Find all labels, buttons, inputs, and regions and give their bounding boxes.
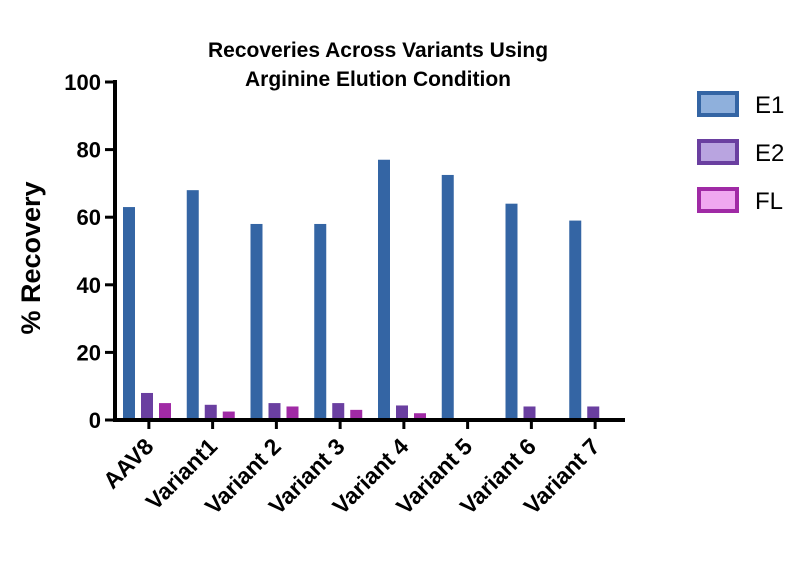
bar-e1 (123, 207, 135, 420)
bar-e2 (332, 403, 345, 420)
legend-label-e2: E2 (755, 140, 784, 167)
bar-e1 (250, 223, 263, 420)
bar-fl (286, 406, 299, 420)
bar-e2 (268, 403, 281, 420)
bar-e2 (396, 405, 408, 420)
bar-e2 (523, 406, 536, 420)
x-tick-label: AAV8 (98, 433, 159, 494)
bar-e1 (378, 159, 390, 421)
bar-fl (414, 413, 426, 420)
y-tick-label: 80 (77, 138, 101, 163)
y-axis-ticks: 0 20 40 60 80 100 (64, 70, 115, 433)
y-tick-label: 60 (77, 205, 101, 230)
y-tick-label: 20 (77, 340, 101, 365)
bar-fl (159, 403, 171, 420)
y-axis-title: % Recovery (16, 181, 46, 334)
bar-e2 (204, 404, 217, 420)
legend-swatch-e2 (697, 139, 739, 165)
bar-e1 (569, 220, 582, 420)
legend-label-fl: FL (755, 188, 783, 215)
bar-e1 (505, 203, 518, 420)
bar-fl (222, 411, 235, 420)
y-tick-label: 40 (77, 273, 101, 298)
bar-e2 (587, 406, 600, 420)
chart-title-line-1: Recoveries Across Variants Using (208, 39, 548, 62)
bar-e1 (441, 174, 454, 420)
y-tick-label: 100 (64, 70, 101, 95)
legend-swatch-e1 (697, 91, 739, 117)
legend-label-e1: E1 (755, 92, 784, 119)
bars-group (123, 159, 600, 421)
legend-swatch-fl (697, 187, 739, 213)
bar-e1 (186, 190, 199, 420)
bar-e2 (141, 392, 153, 420)
legend: E1 E2 FL (697, 91, 784, 215)
y-tick-label: 0 (89, 408, 101, 433)
chart-title-line-2: Arginine Elution Condition (245, 68, 511, 91)
bar-e1 (314, 223, 327, 420)
bar-fl (350, 409, 363, 420)
